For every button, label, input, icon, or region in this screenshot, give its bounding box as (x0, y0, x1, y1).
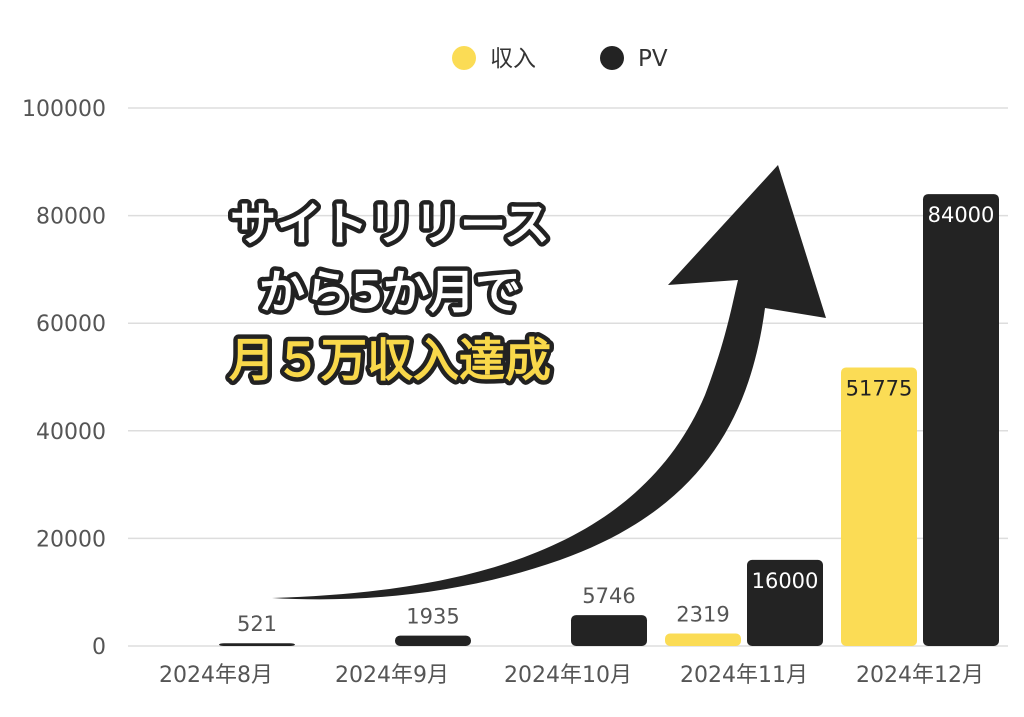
x-tick-label: 2024年8月 (159, 663, 273, 688)
arrow-layer (272, 165, 826, 600)
legend-label-income: 収入 (490, 46, 536, 72)
headline-line-2: から5か月で (259, 265, 521, 319)
data-label: 16000 (752, 569, 819, 593)
data-label: 1935 (406, 605, 459, 629)
legend: 収入 PV (452, 46, 668, 72)
growth-arrow (272, 165, 826, 600)
data-label: 5746 (582, 584, 635, 608)
headline-line-1: サイトリリース (230, 197, 550, 251)
legend-label-pv: PV (638, 46, 668, 72)
bar-income (841, 367, 917, 646)
x-tick-label: 2024年12月 (856, 663, 984, 688)
labels-layer: 0 20000 40000 60000 80000 100000 2024年8月 521 202… (22, 97, 994, 688)
x-tick-label: 2024年9月 (335, 663, 449, 688)
data-label: 2319 (676, 603, 729, 627)
bar-pv (219, 643, 295, 646)
headline-line-3: 月５万収入達成 (229, 333, 551, 387)
data-label: 51775 (846, 376, 913, 400)
bar-income (665, 633, 741, 646)
bars-layer (219, 194, 999, 646)
bar-pv (395, 635, 471, 646)
data-label: 521 (237, 612, 277, 636)
y-tick-label: 20000 (36, 527, 106, 552)
bar-pv (923, 194, 999, 646)
y-tick-label: 80000 (36, 205, 106, 230)
legend-swatch-income (452, 46, 476, 70)
y-tick-label: 100000 (22, 97, 106, 122)
data-label: 84000 (928, 203, 995, 227)
bar-pv (747, 559, 823, 646)
headline: サイトリリース から5か月で 月５万収入達成 (225, 193, 556, 392)
x-tick-label: 2024年10月 (504, 663, 632, 688)
bar-pv (571, 615, 647, 646)
x-tick-label: 2024年11月 (680, 663, 808, 688)
legend-swatch-pv (600, 46, 624, 70)
y-tick-label: 40000 (36, 420, 106, 445)
y-tick-label: 60000 (36, 312, 106, 337)
y-tick-label: 0 (92, 635, 106, 660)
